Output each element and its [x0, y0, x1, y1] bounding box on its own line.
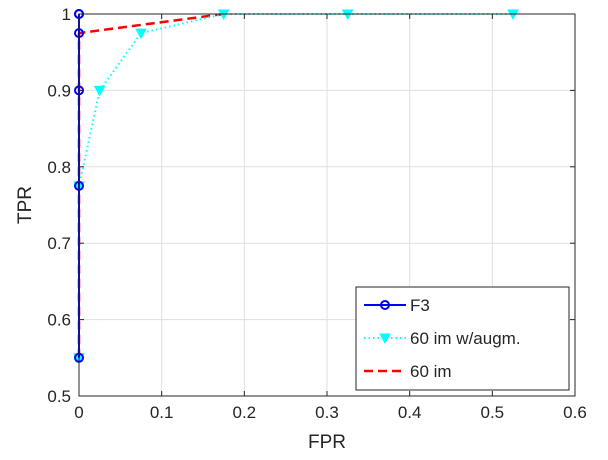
- x-tick-label: 0: [74, 403, 83, 422]
- x-tick-label: 0.6: [563, 403, 587, 422]
- x-tick-label: 0.2: [233, 403, 257, 422]
- y-tick-label: 1: [62, 5, 71, 24]
- legend-label: F3: [410, 296, 430, 315]
- x-tick-label: 0.4: [398, 403, 422, 422]
- y-tick-label: 0.9: [47, 81, 71, 100]
- x-tick-label: 0.1: [150, 403, 174, 422]
- legend-marker: [380, 300, 390, 310]
- y-tick-label: 0.5: [47, 387, 71, 406]
- y-tick-label: 0.8: [47, 158, 71, 177]
- data-point-marker: [135, 28, 147, 40]
- legend-label: 60 im w/augm.: [410, 329, 521, 348]
- y-axis-label: TPR: [15, 186, 36, 224]
- legend-marker: [379, 333, 391, 345]
- x-tick-label: 0.5: [481, 403, 505, 422]
- x-axis-label: FPR: [308, 432, 346, 453]
- legend: F3 60 im w/augm. 60 im: [355, 286, 570, 391]
- x-tick-label: 0.3: [315, 403, 339, 422]
- legend-label: 60 im: [410, 362, 452, 381]
- data-point-marker: [93, 85, 106, 97]
- axis-ticks: 0 0.1 0.2 0.3 0.4 0.5 0.6 0.5 0.6 0.7 0.8 0.9 1: [47, 5, 586, 422]
- y-tick-label: 0.7: [47, 234, 71, 253]
- y-tick-label: 0.6: [47, 311, 71, 330]
